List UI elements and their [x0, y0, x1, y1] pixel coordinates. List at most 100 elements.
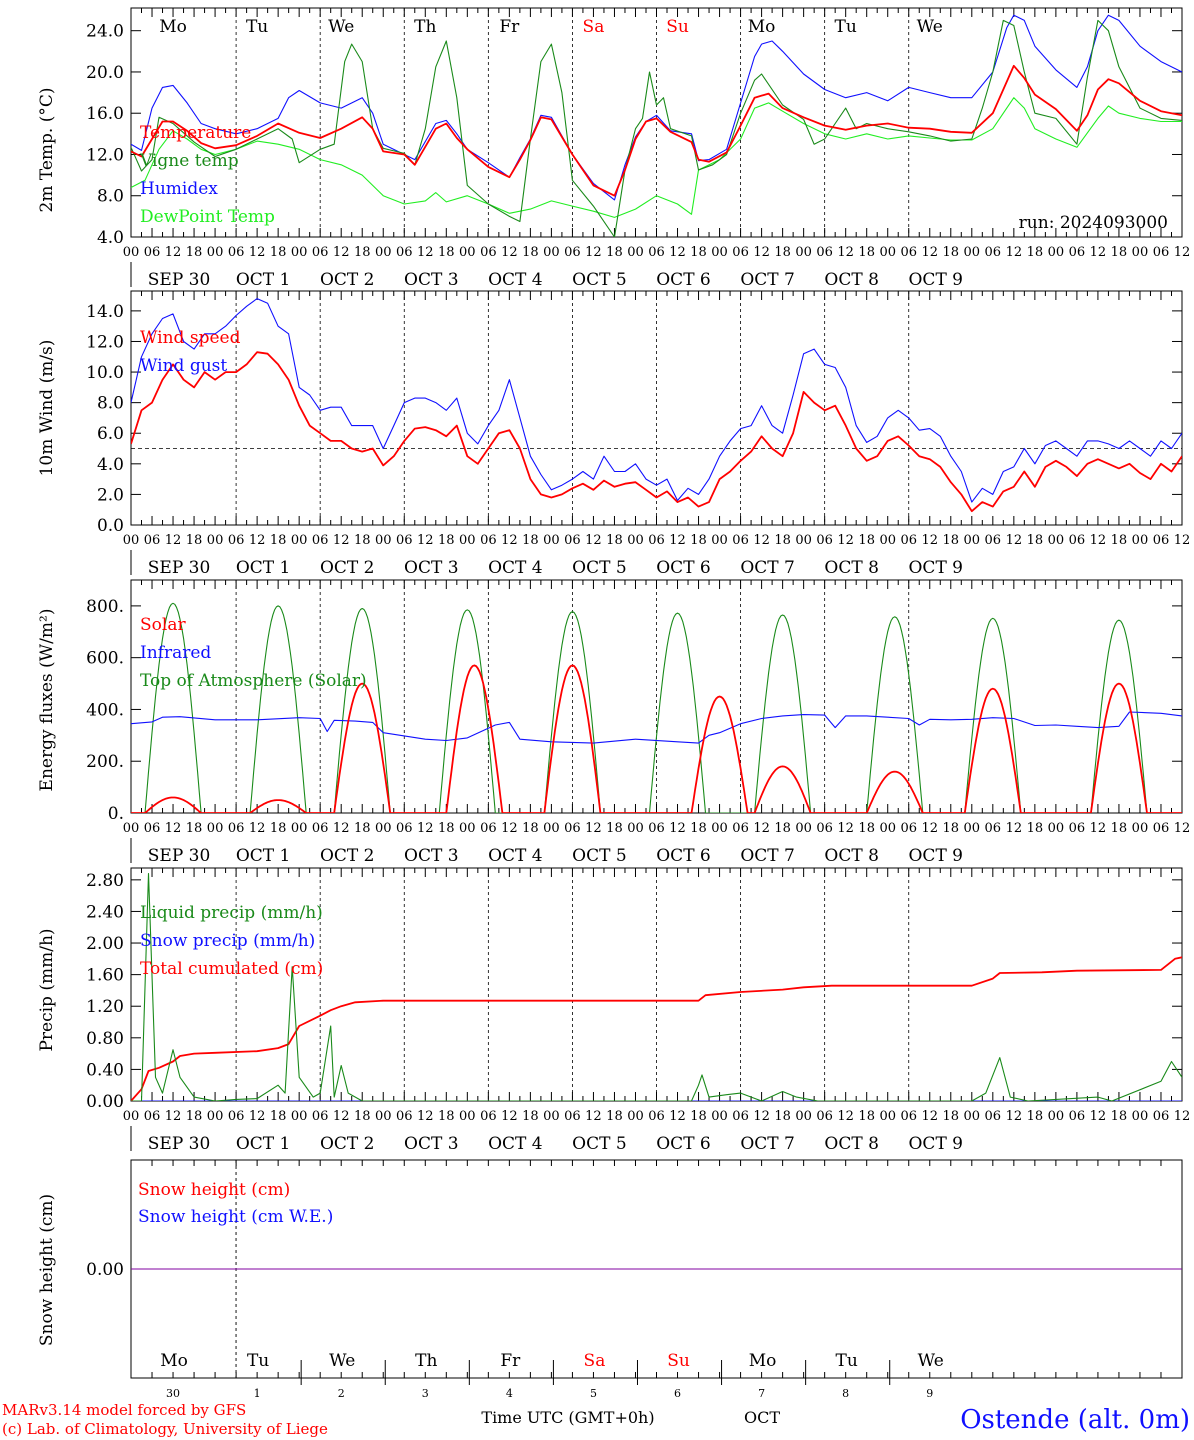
hour-label: 12: [837, 245, 854, 260]
hour-label: 18: [774, 533, 791, 548]
hour-label: 18: [438, 245, 455, 260]
hour-label: 06: [228, 533, 245, 548]
hour-label: 18: [1111, 533, 1128, 548]
hour-label: 12: [585, 533, 602, 548]
hour-label: 06: [732, 533, 749, 548]
hour-label: 00: [123, 821, 140, 836]
weekday-label-bottom: We: [918, 1351, 944, 1371]
hour-label: 00: [459, 821, 476, 836]
hour-label: 06: [144, 245, 161, 260]
hour-label: 12: [1006, 821, 1023, 836]
hour-label: 18: [943, 533, 960, 548]
date-label: OCT 1: [236, 1134, 291, 1154]
hour-label: 00: [964, 821, 981, 836]
day-number: 3: [422, 1387, 429, 1400]
hour-label: 18: [354, 1109, 371, 1124]
hour-label: 00: [711, 245, 728, 260]
hour-label: 06: [144, 533, 161, 548]
hour-label: 00: [879, 533, 896, 548]
hour-label: 06: [648, 533, 665, 548]
hour-label: 12: [921, 533, 938, 548]
y-tick-label: 8.0: [97, 187, 124, 207]
legend-entry: Snow height (cm W.E.): [138, 1207, 333, 1227]
date-label: OCT 7: [740, 270, 795, 290]
hour-label: 12: [753, 245, 770, 260]
hour-label: 06: [480, 1109, 497, 1124]
hour-label: 06: [1153, 533, 1170, 548]
weekday-label-bottom: Su: [667, 1351, 690, 1371]
hour-label: 06: [312, 533, 329, 548]
hour-label: 12: [417, 245, 434, 260]
hour-label: 00: [543, 245, 560, 260]
hour-label: 06: [732, 821, 749, 836]
hour-label: 12: [837, 821, 854, 836]
hour-label: 18: [186, 1109, 203, 1124]
hour-label: 12: [1174, 245, 1191, 260]
hour-label: 00: [964, 1109, 981, 1124]
hour-label: 12: [1174, 1109, 1191, 1124]
hour-label: 06: [1069, 245, 1086, 260]
hour-label: 00: [375, 1109, 392, 1124]
hour-label: 00: [459, 533, 476, 548]
weekday-label-bottom: Fr: [500, 1351, 521, 1371]
hour-label: 18: [690, 1109, 707, 1124]
date-label: OCT 7: [740, 1134, 795, 1154]
hour-label: 06: [985, 1109, 1002, 1124]
y-tick-label: 2.80: [86, 871, 124, 891]
y-tick-label: 1.60: [86, 966, 124, 986]
y-tick-label: 0.00: [86, 1092, 124, 1112]
hour-label: 00: [879, 821, 896, 836]
hour-label: 00: [795, 821, 812, 836]
hour-label: 12: [1006, 245, 1023, 260]
y-tick-label: 0.0: [97, 516, 124, 536]
y-tick-label: 4.0: [97, 228, 124, 248]
date-label: OCT 5: [572, 1134, 627, 1154]
hour-label: 18: [186, 533, 203, 548]
date-label: OCT 5: [572, 270, 627, 290]
date-label: OCT 5: [572, 846, 627, 866]
date-label: OCT 9: [909, 270, 964, 290]
legend-entry: Total cumulated (cm): [140, 959, 323, 979]
hour-label: 06: [816, 533, 833, 548]
hour-label: 00: [1132, 821, 1149, 836]
weekday-label: Fr: [499, 17, 520, 37]
hour-label: 00: [795, 245, 812, 260]
hour-label: 00: [207, 1109, 224, 1124]
hour-label: 00: [1048, 533, 1065, 548]
y-tick-label: 20.0: [86, 63, 124, 83]
hour-label: 18: [522, 533, 539, 548]
legend-entry: Snow precip (mm/h): [140, 931, 315, 951]
y-tick-label: 200.: [86, 752, 124, 772]
hour-label: 06: [648, 821, 665, 836]
y-tick-label: 2.40: [86, 902, 124, 922]
hour-label: 18: [606, 821, 623, 836]
hour-label: 06: [312, 245, 329, 260]
hour-label: 18: [270, 821, 287, 836]
hour-label: 00: [711, 1109, 728, 1124]
hour-label: 18: [943, 821, 960, 836]
run-label: run: 2024093000: [1019, 213, 1168, 233]
y-tick-label: 2.00: [86, 934, 124, 954]
weekday-label-bottom: Th: [415, 1351, 437, 1371]
legend-entry: Top of Atmosphere (Solar): [140, 671, 367, 691]
hour-label: 06: [144, 1109, 161, 1124]
hour-label: 12: [333, 245, 350, 260]
hour-label: 12: [669, 245, 686, 260]
hour-label: 12: [501, 533, 518, 548]
hour-label: 06: [144, 821, 161, 836]
hour-label: 12: [165, 821, 182, 836]
hour-label: 18: [858, 821, 875, 836]
series-line-vigne-temp: [131, 19, 1182, 237]
hour-label: 12: [837, 533, 854, 548]
hour-label: 00: [207, 821, 224, 836]
hour-label: 18: [270, 1109, 287, 1124]
hour-label: 00: [627, 1109, 644, 1124]
legend-entry: Solar: [140, 615, 186, 635]
hour-label: 00: [627, 245, 644, 260]
hour-label: 18: [186, 821, 203, 836]
hour-label: 12: [837, 1109, 854, 1124]
y-tick-label: 0.00: [86, 1260, 124, 1280]
day-number: 8: [842, 1387, 849, 1400]
hour-label: 12: [333, 1109, 350, 1124]
hour-label: 06: [900, 1109, 917, 1124]
